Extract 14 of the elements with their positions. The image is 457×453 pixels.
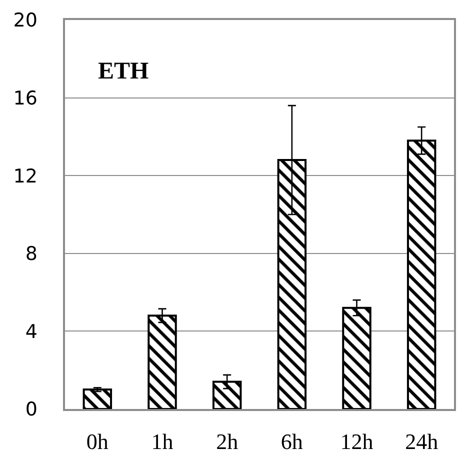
x-tick-label: 2h xyxy=(216,429,238,453)
x-tick-label: 24h xyxy=(405,429,438,453)
y-tick-label: 8 xyxy=(25,243,38,266)
y-tick-label: 0 xyxy=(25,398,38,421)
y-tick-label: 20 xyxy=(13,10,38,32)
y-tick-label: 4 xyxy=(25,320,38,343)
bar xyxy=(82,388,112,409)
x-tick-label: 1h xyxy=(151,429,174,453)
y-tick-label: 12 xyxy=(13,165,38,188)
x-tick-label: 0h xyxy=(86,429,108,453)
y-tick-label: 16 xyxy=(13,87,38,110)
x-tick-label: 6h xyxy=(280,429,303,453)
x-tick-label: 12h xyxy=(340,429,374,453)
text: ETH xyxy=(98,58,150,84)
